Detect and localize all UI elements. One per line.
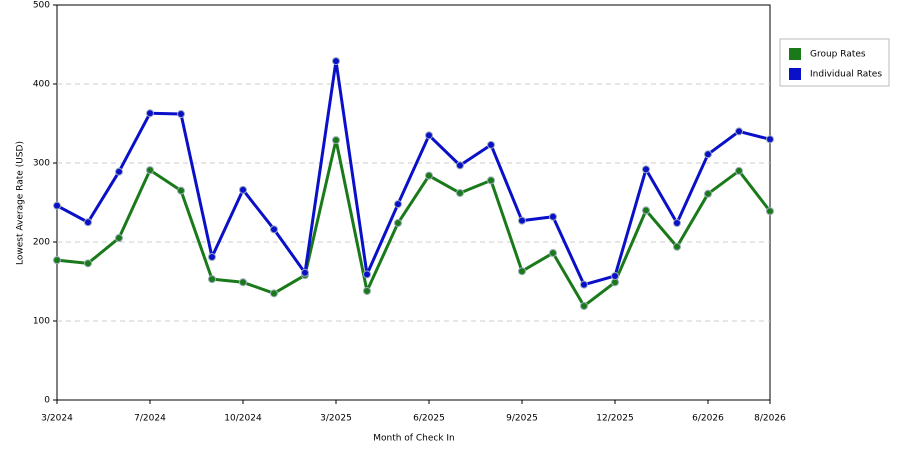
y-tick-label: 300 — [33, 159, 50, 169]
series-line — [56, 138, 772, 308]
point — [487, 176, 495, 185]
point — [766, 207, 774, 216]
y-tick-label: 0 — [44, 396, 50, 406]
point — [363, 286, 371, 295]
point — [673, 219, 681, 228]
legend-swatch — [789, 68, 801, 80]
point — [301, 268, 309, 277]
point — [270, 289, 278, 298]
point — [53, 256, 61, 265]
point — [642, 165, 650, 174]
point — [332, 136, 340, 145]
point — [146, 166, 154, 175]
point — [84, 218, 92, 227]
point — [239, 278, 247, 287]
y-tick-label: 100 — [33, 317, 50, 327]
point — [115, 167, 123, 176]
x-tick-label: 7/2024 — [134, 414, 166, 424]
point — [456, 161, 464, 170]
point — [673, 242, 681, 251]
x-tick-label: 3/2024 — [41, 414, 73, 424]
point — [704, 189, 712, 198]
y-tick-label: 500 — [33, 1, 50, 11]
point — [239, 185, 247, 194]
series-line — [56, 59, 771, 287]
point — [146, 109, 154, 118]
legend-label: Individual Rates — [810, 70, 882, 80]
x-tick-label: 3/2025 — [320, 414, 352, 424]
point — [363, 270, 371, 279]
x-tick-label: 6/2025 — [413, 414, 445, 424]
x-tick-label: 10/2024 — [224, 414, 262, 424]
point — [580, 280, 588, 289]
point — [735, 127, 743, 136]
point — [580, 301, 588, 310]
point — [332, 57, 340, 66]
point — [611, 271, 619, 280]
point — [735, 166, 743, 175]
point — [766, 135, 774, 144]
point — [425, 131, 433, 140]
point — [549, 212, 557, 221]
point — [53, 201, 61, 210]
point — [456, 189, 464, 198]
y-tick-label: 400 — [33, 80, 50, 90]
point — [84, 259, 92, 268]
point — [394, 219, 402, 228]
point — [394, 200, 402, 209]
x-tick-label: 12/2025 — [596, 414, 633, 424]
point — [177, 186, 185, 195]
legend-swatch — [789, 48, 801, 60]
point — [487, 140, 495, 149]
point — [208, 253, 216, 262]
point — [642, 206, 650, 215]
plot-area — [56, 4, 771, 401]
x-axis-label: Month of Check In — [373, 434, 455, 444]
point — [208, 275, 216, 284]
x-tick-label: 9/2025 — [506, 414, 538, 424]
y-tick-label: 200 — [33, 238, 50, 248]
y-axis-label: Lowest Average Rate (USD) — [16, 141, 26, 265]
point — [115, 234, 123, 243]
point — [549, 249, 557, 258]
point — [425, 171, 433, 180]
point — [518, 267, 526, 276]
legend-label: Group Rates — [810, 50, 866, 60]
point — [518, 216, 526, 225]
point — [704, 150, 712, 159]
x-tick-label: 8/2026 — [754, 414, 786, 424]
point — [270, 225, 278, 234]
x-tick-label: 6/2026 — [692, 414, 724, 424]
point — [177, 110, 185, 119]
